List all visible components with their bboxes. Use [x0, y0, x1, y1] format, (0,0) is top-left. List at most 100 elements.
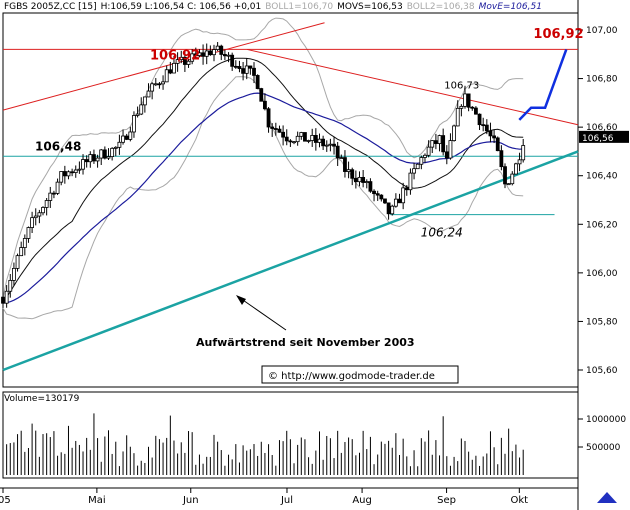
candle-body — [401, 187, 406, 204]
candle-body — [48, 192, 53, 201]
candle-body — [514, 163, 518, 175]
candle-body — [263, 100, 267, 110]
candle-body — [306, 140, 311, 142]
candle-body — [433, 140, 438, 144]
x-tick-label: Jul — [280, 495, 293, 506]
candle — [506, 183, 511, 186]
candle-body — [284, 136, 289, 142]
candle — [175, 52, 180, 72]
candle-body — [353, 177, 358, 183]
candle — [386, 202, 391, 220]
candle — [353, 170, 358, 189]
candle — [379, 194, 384, 202]
candle — [102, 146, 107, 160]
candle-body — [66, 171, 71, 177]
candle-body — [423, 154, 427, 158]
candle — [55, 178, 60, 196]
candle — [295, 131, 300, 146]
candle-body — [517, 159, 522, 165]
candle — [452, 124, 456, 142]
candle-body — [70, 171, 75, 174]
candle — [488, 122, 493, 143]
candle-body — [474, 107, 478, 115]
candle-body — [266, 108, 271, 128]
candle-body — [470, 106, 475, 109]
candle-body — [310, 135, 315, 141]
candle — [273, 122, 278, 136]
candle — [1, 289, 5, 306]
candle — [252, 62, 256, 84]
candle — [153, 78, 158, 87]
candle — [277, 125, 282, 133]
candle-body — [241, 68, 245, 74]
candle-body — [182, 56, 187, 65]
candle — [4, 285, 9, 308]
candle-body — [52, 192, 56, 195]
moving-average-simple — [2, 57, 524, 304]
candle — [41, 206, 45, 216]
candle-body — [208, 50, 213, 56]
candle-body — [132, 115, 136, 133]
candle-body — [12, 267, 16, 281]
candle — [8, 274, 13, 298]
candle-body — [372, 190, 376, 195]
candle-body — [113, 146, 118, 149]
candle — [481, 117, 486, 132]
candle — [110, 147, 115, 161]
candle — [168, 61, 173, 75]
candle-body — [197, 52, 202, 56]
candle — [444, 145, 449, 165]
long-uptrend-line — [2, 150, 579, 372]
candle-body — [299, 132, 304, 137]
candle — [81, 154, 85, 175]
candle — [157, 82, 162, 89]
candle — [73, 165, 78, 178]
candle — [172, 55, 176, 74]
candle — [346, 161, 351, 179]
candle-body — [335, 145, 340, 159]
candle-body — [92, 154, 96, 162]
x-tick-label: Okt — [511, 495, 529, 506]
candle-body — [139, 104, 144, 115]
candle-body — [313, 135, 318, 143]
bollinger-upper-band — [2, 17, 524, 299]
candle — [284, 129, 289, 146]
candle-body — [270, 126, 275, 129]
candle — [474, 106, 478, 115]
candle — [255, 74, 260, 90]
candle-body — [168, 69, 173, 74]
candle-body — [135, 113, 140, 116]
candle — [372, 189, 376, 202]
candle — [466, 93, 471, 112]
forecast-path — [518, 48, 568, 121]
candle-body — [492, 135, 496, 139]
candle — [426, 140, 431, 158]
candle — [521, 138, 526, 163]
candle — [212, 44, 216, 62]
y-tick-label: 106,00 — [586, 269, 618, 279]
candle-body — [339, 157, 344, 160]
candle — [328, 138, 333, 152]
candle-body — [193, 53, 198, 56]
candle — [270, 123, 275, 137]
candle-body — [157, 83, 162, 86]
candle — [455, 100, 460, 127]
ohlc-readout: H:106,59 L:106,54 C: 106,56 +0,01 — [100, 2, 262, 12]
candle-body — [375, 193, 380, 196]
candle-body — [255, 75, 260, 89]
candle-body — [488, 130, 493, 137]
movs-readout: MOVS=106,53 — [337, 2, 403, 12]
candle — [22, 234, 27, 256]
y-tick-label: 106,40 — [586, 172, 618, 182]
chart-header: FGBS 2005Z,CC [15] H:106,59 L:106,54 C: 1… — [4, 2, 546, 13]
candle — [364, 179, 369, 189]
candle-body — [41, 207, 45, 214]
candle-body — [404, 187, 409, 191]
candle-body — [503, 166, 507, 185]
candle — [33, 208, 38, 226]
candle-body — [379, 194, 384, 200]
candle-body — [77, 168, 82, 171]
candle — [408, 168, 413, 195]
candle — [132, 111, 136, 138]
